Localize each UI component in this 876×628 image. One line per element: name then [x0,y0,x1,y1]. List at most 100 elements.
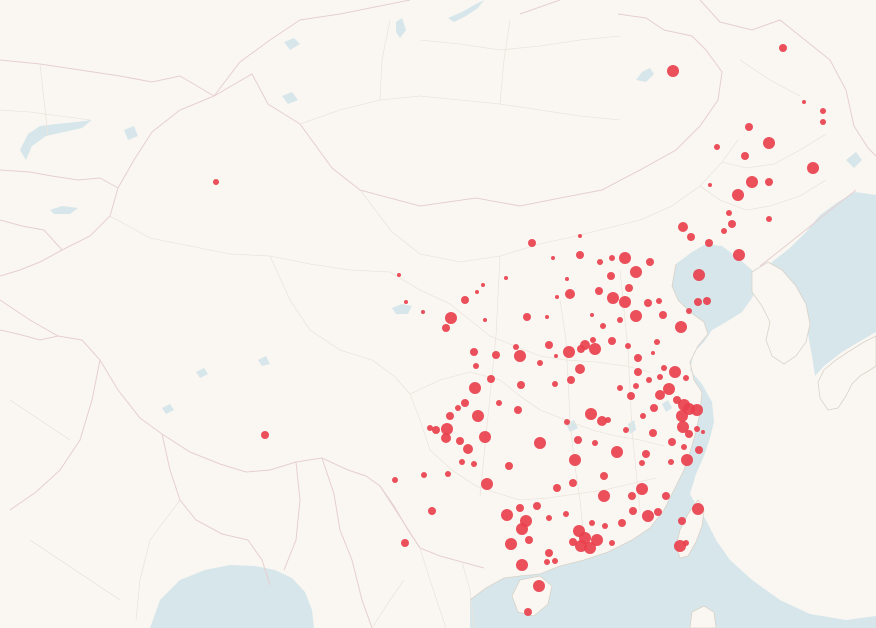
city-marker[interactable] [590,313,594,317]
city-marker[interactable] [563,511,569,517]
city-marker[interactable] [654,508,662,516]
city-marker[interactable] [469,382,481,394]
city-marker[interactable] [569,454,581,466]
city-marker[interactable] [642,510,654,522]
city-marker[interactable] [565,277,569,281]
city-marker[interactable] [563,346,575,358]
city-marker[interactable] [545,341,553,349]
city-marker[interactable] [555,295,559,299]
city-marker[interactable] [667,65,679,77]
city-marker[interactable] [714,144,720,150]
city-marker[interactable] [564,419,570,425]
city-marker[interactable] [661,365,667,371]
city-marker[interactable] [617,317,623,323]
city-marker[interactable] [592,440,598,446]
city-marker[interactable] [479,431,491,443]
city-markers[interactable] [213,44,826,616]
city-marker[interactable] [523,313,531,321]
city-marker[interactable] [461,399,469,407]
city-marker[interactable] [633,383,639,389]
city-marker[interactable] [676,410,688,422]
city-marker[interactable] [721,228,727,234]
city-marker[interactable] [577,345,585,353]
city-marker[interactable] [678,222,688,232]
city-marker[interactable] [445,471,451,477]
city-marker[interactable] [675,321,687,333]
city-marker[interactable] [584,542,596,554]
city-marker[interactable] [600,472,608,480]
city-marker[interactable] [546,515,552,521]
city-marker[interactable] [525,536,533,544]
city-marker[interactable] [708,183,712,187]
city-marker[interactable] [514,350,526,362]
city-marker[interactable] [397,273,401,277]
city-marker[interactable] [765,178,773,186]
city-marker[interactable] [693,269,705,281]
city-marker[interactable] [629,507,637,515]
city-marker[interactable] [432,426,440,434]
city-marker[interactable] [492,351,500,359]
city-marker[interactable] [585,408,597,420]
city-marker[interactable] [741,152,749,160]
city-marker[interactable] [779,44,787,52]
city-marker[interactable] [728,220,736,228]
city-marker[interactable] [589,343,601,355]
city-marker[interactable] [481,283,485,287]
city-marker[interactable] [802,100,806,104]
city-marker[interactable] [694,426,700,432]
city-marker[interactable] [681,454,693,466]
city-marker[interactable] [745,123,753,131]
city-marker[interactable] [528,239,536,247]
city-marker[interactable] [628,492,636,500]
city-marker[interactable] [553,484,561,492]
city-marker[interactable] [589,520,595,526]
city-marker[interactable] [505,462,513,470]
city-marker[interactable] [483,318,487,322]
city-marker[interactable] [578,234,582,238]
city-marker[interactable] [766,216,772,222]
city-marker[interactable] [427,425,433,431]
city-marker[interactable] [574,436,582,444]
city-marker[interactable] [619,252,631,264]
city-marker[interactable] [590,337,596,343]
city-marker[interactable] [597,259,603,265]
city-marker[interactable] [726,210,732,216]
city-marker[interactable] [261,431,269,439]
city-marker[interactable] [569,538,577,546]
city-marker[interactable] [607,272,615,280]
city-marker[interactable] [646,377,652,383]
city-marker[interactable] [746,176,758,188]
city-marker[interactable] [656,298,662,304]
city-marker[interactable] [686,308,692,314]
city-marker[interactable] [733,249,745,261]
city-marker[interactable] [456,437,464,445]
city-marker[interactable] [807,162,819,174]
city-marker[interactable] [446,412,454,420]
city-marker[interactable] [732,189,744,201]
city-marker[interactable] [552,381,558,387]
city-marker[interactable] [619,296,631,308]
city-marker[interactable] [636,483,648,495]
city-marker[interactable] [703,297,711,305]
city-marker[interactable] [524,608,532,616]
city-marker[interactable] [401,539,409,547]
city-marker[interactable] [545,549,553,557]
city-marker[interactable] [763,137,775,149]
city-marker[interactable] [537,360,543,366]
city-marker[interactable] [487,375,495,383]
city-marker[interactable] [516,523,528,535]
city-marker[interactable] [657,374,663,380]
city-marker[interactable] [442,324,450,332]
city-marker[interactable] [681,444,687,450]
city-marker[interactable] [514,406,522,414]
city-marker[interactable] [600,323,606,329]
city-marker[interactable] [642,450,650,458]
city-marker[interactable] [625,343,631,349]
city-marker[interactable] [533,580,545,592]
city-marker[interactable] [441,433,451,443]
city-marker[interactable] [517,381,525,389]
city-marker[interactable] [687,233,695,241]
city-marker[interactable] [630,310,642,322]
